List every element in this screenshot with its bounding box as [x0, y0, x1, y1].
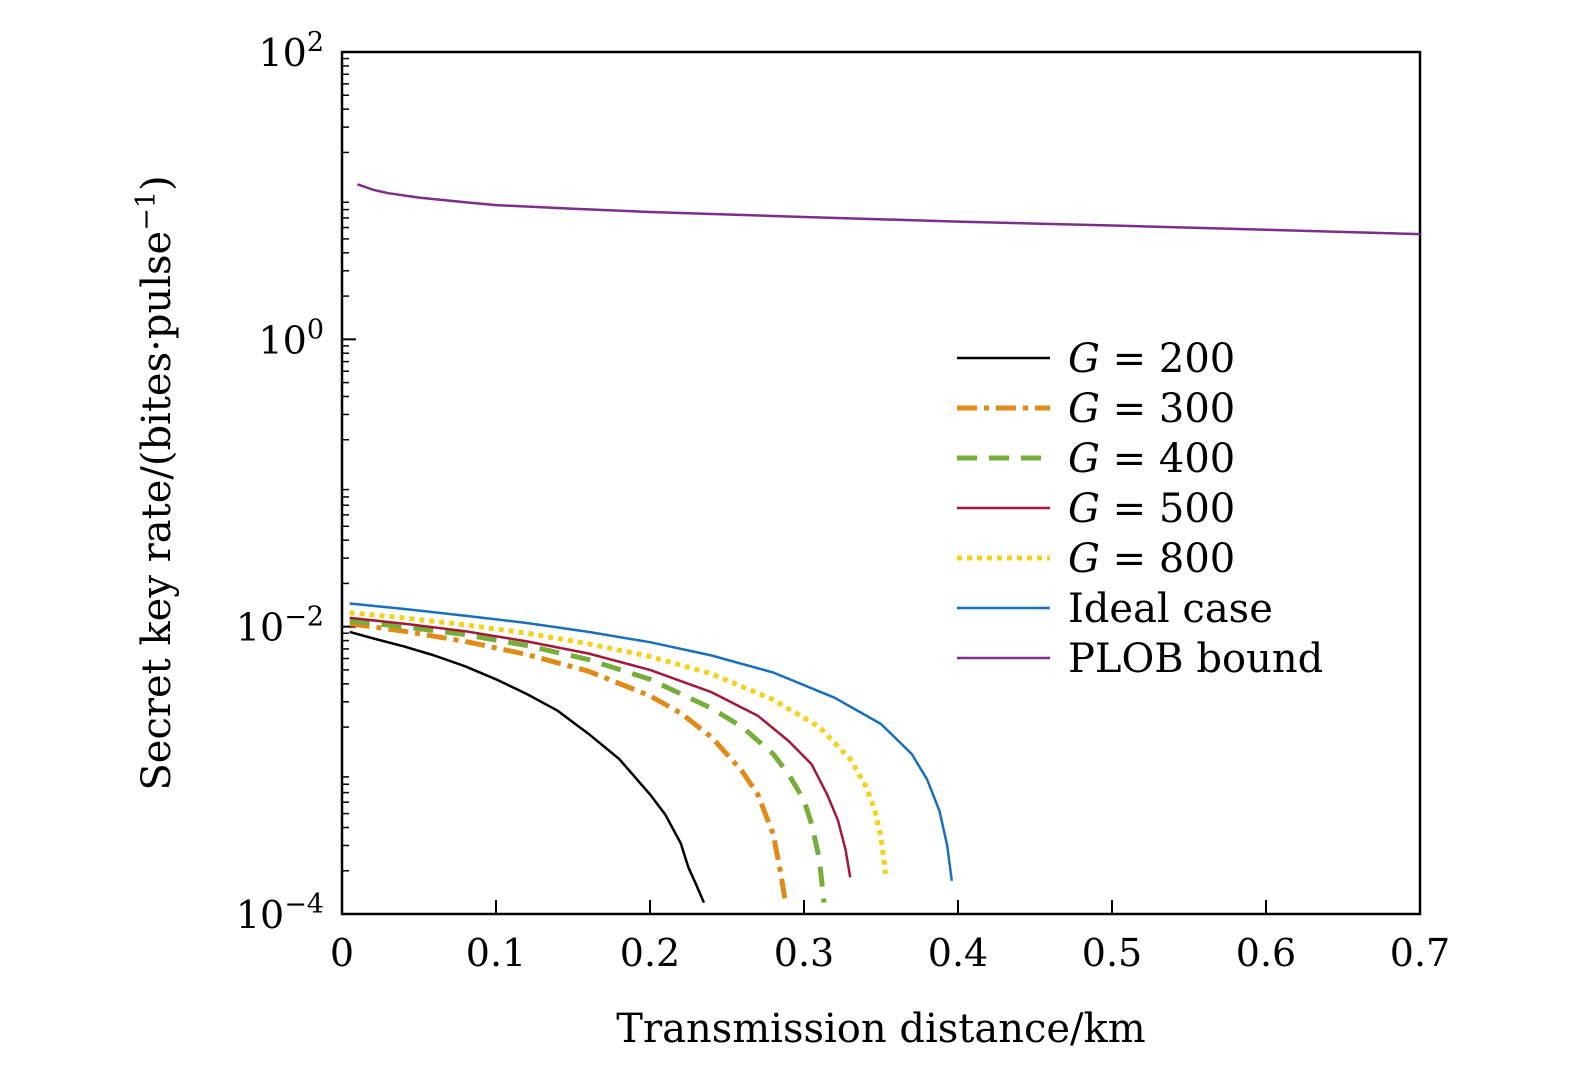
plot-frame	[340, 50, 1422, 916]
x-tick-label: 0.5	[1082, 931, 1142, 975]
x-tick-label: 0	[330, 931, 354, 975]
legend-label-var: G	[1068, 436, 1100, 482]
legend-label-text: = 300	[1100, 386, 1235, 432]
legend-label: G = 300	[1068, 386, 1235, 432]
y-tick-label: 102	[258, 27, 324, 76]
legend-label-text: = 400	[1100, 436, 1235, 482]
legend-label: Ideal case	[1068, 586, 1273, 632]
y-tick-base: 10	[258, 31, 306, 75]
axis-ticks	[341, 51, 1421, 915]
series-line-2	[349, 618, 827, 903]
legend-label-text: Ideal case	[1068, 586, 1273, 632]
legend-label-var: G	[1068, 386, 1100, 432]
legend-label-var: G	[1068, 486, 1100, 532]
series-line-0	[349, 630, 706, 904]
legend-label-text: = 500	[1100, 486, 1235, 532]
series-line-1	[349, 621, 788, 903]
series-layer	[349, 183, 1421, 904]
x-axis-title: Transmission distance/km	[616, 1006, 1145, 1052]
y-tick-label: 10−2	[236, 601, 324, 650]
x-tick-label: 0.7	[1390, 931, 1450, 975]
y-tick-base: 10	[236, 606, 284, 650]
y-tick-exponent: −2	[284, 601, 324, 632]
legend-label: PLOB bound	[1068, 636, 1323, 682]
x-tick-label: 0.2	[620, 931, 680, 975]
legend-label-text: = 200	[1100, 336, 1235, 382]
x-tick-label: 0.6	[1236, 931, 1296, 975]
legend-label-var: G	[1068, 536, 1100, 582]
y-axis-title-main: Secret key rate/(bites·pulse	[134, 231, 180, 791]
legend-label: G = 400	[1068, 436, 1235, 482]
legend-label: G = 200	[1068, 336, 1235, 382]
legend-label-text: PLOB bound	[1068, 636, 1323, 682]
y-tick-exponent: −4	[284, 889, 324, 920]
x-tick-label: 0.1	[466, 931, 526, 975]
y-tick-base: 10	[258, 318, 306, 362]
series-line-3	[349, 616, 852, 878]
y-axis-title-close: )	[134, 175, 180, 191]
series-line-4	[349, 610, 889, 875]
y-tick-label: 100	[258, 314, 324, 363]
series-line-6	[357, 183, 1421, 236]
x-tick-label: 0.4	[928, 931, 988, 975]
legend-label: G = 500	[1068, 486, 1235, 532]
y-tick-exponent: 0	[307, 314, 324, 345]
series-line-5	[349, 602, 954, 882]
legend-label-var: G	[1068, 336, 1100, 382]
legend-label: G = 800	[1068, 536, 1235, 582]
y-axis-title-sup: −1	[131, 191, 162, 231]
y-tick-label: 10−4	[236, 889, 324, 938]
y-tick-base: 10	[236, 893, 284, 937]
legend-label-text: = 800	[1100, 536, 1235, 582]
y-axis-title: Secret key rate/(bites·pulse−1)	[131, 175, 181, 790]
x-tick-label: 0.3	[774, 931, 834, 975]
y-tick-exponent: 2	[307, 27, 324, 58]
